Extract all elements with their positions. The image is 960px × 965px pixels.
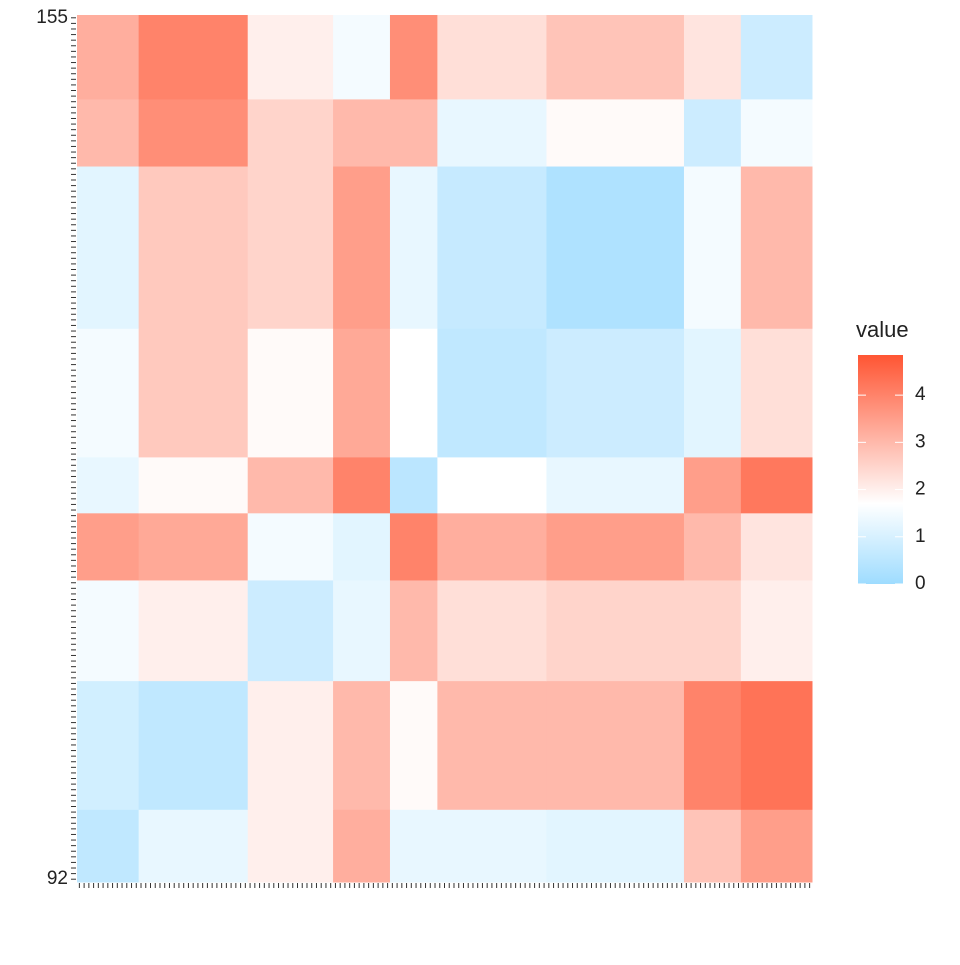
heat-cell: [683, 328, 742, 458]
heat-cell: [333, 579, 391, 682]
heat-cell: [437, 15, 547, 100]
heat-cell: [138, 579, 249, 682]
heat-cell: [437, 680, 547, 810]
heat-cell: [333, 98, 391, 167]
heat-cell: [683, 456, 742, 514]
y-tick-label: 92: [47, 868, 68, 889]
heat-cell: [247, 15, 334, 100]
heat-cell: [683, 680, 742, 810]
heat-cell: [740, 15, 813, 100]
heat-cell: [389, 579, 438, 682]
heat-cell: [683, 98, 742, 167]
colorbar-label: 4: [915, 384, 926, 405]
heat-cell: [333, 512, 391, 581]
colorbar-label: 1: [915, 526, 926, 547]
heat-cell: [546, 680, 685, 810]
heat-cell: [546, 809, 685, 883]
heat-cell: [389, 328, 438, 458]
heat-cell: [740, 809, 813, 883]
heat-cell: [683, 15, 742, 100]
heat-cell: [138, 680, 249, 810]
heat-cell: [389, 456, 438, 514]
heat-cell: [247, 579, 334, 682]
heat-cell: [333, 456, 391, 514]
heat-cell: [333, 328, 391, 458]
heat-cell: [247, 456, 334, 514]
heat-cell: [389, 680, 438, 810]
heat-cell: [683, 166, 742, 329]
heat-cell: [546, 512, 685, 581]
heat-cell: [77, 328, 140, 458]
heat-cell: [333, 680, 391, 810]
heat-cell: [740, 166, 813, 329]
heat-cell: [247, 166, 334, 329]
heat-cell: [247, 328, 334, 458]
heat-cell: [138, 512, 249, 581]
heat-cell: [138, 98, 249, 167]
heat-cell: [740, 456, 813, 514]
heat-cell: [546, 579, 685, 682]
heat-cell: [247, 98, 334, 167]
heat-cell: [683, 579, 742, 682]
heat-cell: [389, 512, 438, 581]
heat-cell: [546, 98, 685, 167]
heat-cell: [437, 166, 547, 329]
heat-cell: [77, 579, 140, 682]
legend-title: value: [856, 317, 909, 342]
colorbar-label: 3: [915, 431, 926, 452]
heat-cell: [389, 166, 438, 329]
heat-cell: [77, 98, 140, 167]
heat-cell: [247, 680, 334, 810]
heat-cell: [437, 579, 547, 682]
heat-cell: [740, 579, 813, 682]
heat-cell: [138, 15, 249, 100]
heat-cell: [247, 512, 334, 581]
heat-cell: [138, 456, 249, 514]
heat-cell: [77, 680, 140, 810]
heat-cell: [333, 166, 391, 329]
heat-cell: [389, 98, 438, 167]
heat-cell: [77, 166, 140, 329]
heat-cell: [389, 15, 438, 100]
heat-cell: [333, 15, 391, 100]
heat-cell: [77, 15, 140, 100]
heat-cell: [247, 809, 334, 883]
heat-cell: [138, 328, 249, 458]
heat-cell: [740, 328, 813, 458]
heat-cell: [740, 512, 813, 581]
heat-cell: [77, 809, 140, 883]
heat-cell: [437, 328, 547, 458]
heat-cell: [437, 809, 547, 883]
heat-cell: [138, 809, 249, 883]
heat-cell: [389, 809, 438, 883]
heat-cell: [437, 456, 547, 514]
heat-cell: [683, 809, 742, 883]
heat-cell: [437, 512, 547, 581]
heat-cell: [546, 456, 685, 514]
y-tick-label: 155: [36, 7, 68, 28]
heat-cell: [546, 328, 685, 458]
colorbar-label: 0: [915, 573, 926, 594]
heat-cell: [77, 512, 140, 581]
heat-cell: [683, 512, 742, 581]
colorbar: [858, 355, 903, 584]
heat-cell: [437, 98, 547, 167]
heat-cell: [138, 166, 249, 329]
heat-cell: [740, 98, 813, 167]
heat-cell: [546, 15, 685, 100]
heat-cell: [77, 456, 140, 514]
heat-cell: [740, 680, 813, 810]
heat-cell: [333, 809, 391, 883]
colorbar-label: 2: [915, 479, 926, 500]
heat-cell: [546, 166, 685, 329]
